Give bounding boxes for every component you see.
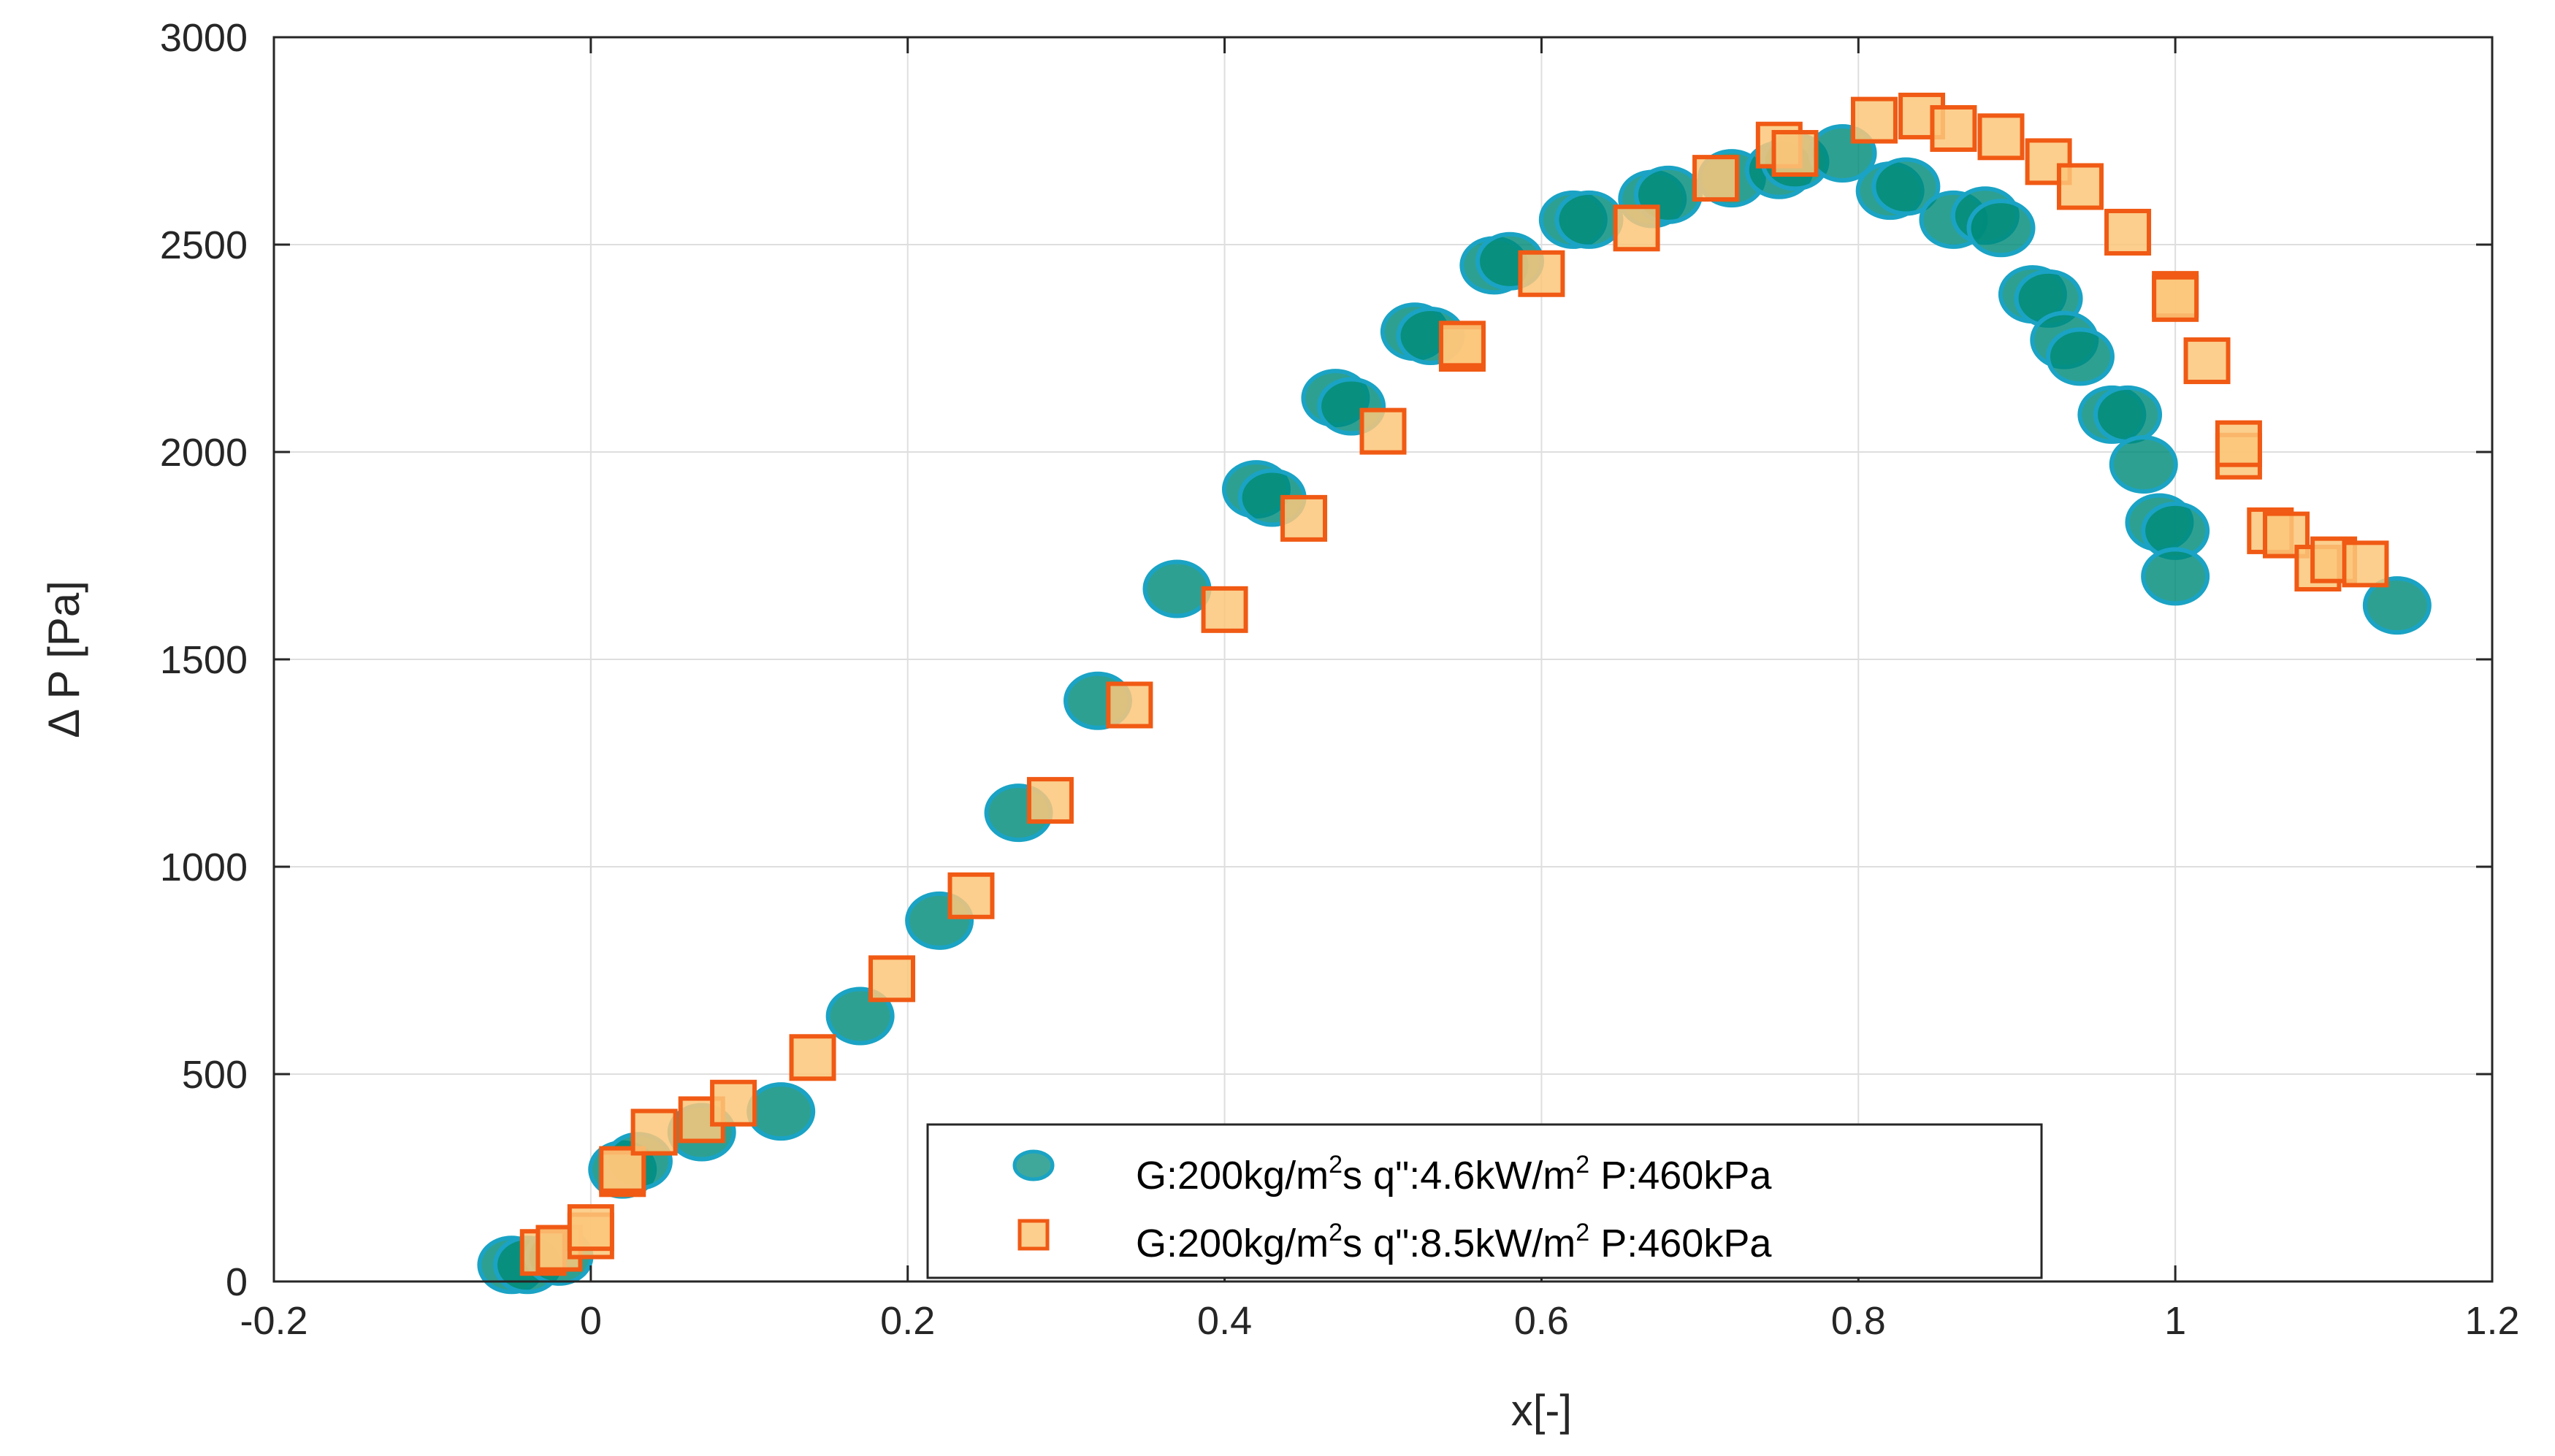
x-tick-label: 0 [580, 1299, 602, 1343]
series-1-point [1966, 199, 2036, 258]
series-2-point [1359, 407, 1407, 455]
y-tick-label: 2500 [160, 223, 248, 267]
legend-marker-circle [1012, 1149, 1055, 1181]
series-2-point [2152, 275, 2199, 322]
series-1-point [2045, 327, 2115, 386]
series-2-point [710, 1079, 757, 1127]
grid [273, 37, 2493, 1282]
plot-area-markers [477, 92, 2432, 1295]
legend: G:200kg/m2s q":4.6kW/m2 P:460kPa G:200kg… [926, 1123, 2043, 1279]
series-1-point [2093, 385, 2163, 444]
series-2-point [1930, 104, 1977, 152]
series-1-point [2109, 435, 2178, 494]
x-tick-label: 0.6 [1514, 1299, 1569, 1343]
series-2-point [1771, 130, 1819, 177]
y-tick-label: 2000 [160, 431, 248, 475]
series-2-point [1438, 321, 1486, 368]
series-1-point [1554, 190, 1624, 249]
x-axis-label: x[-] [1511, 1386, 1572, 1435]
series-2-point [2056, 163, 2104, 210]
series-2-point [2104, 208, 2152, 256]
x-tick-label: 1.2 [2464, 1299, 2519, 1343]
series-2-point [1692, 155, 1740, 202]
series-1-point [2141, 547, 2210, 606]
legend-entry-series-1: G:200kg/m2s q":4.6kW/m2 P:460kPa [1012, 1149, 1772, 1198]
series-2-point [868, 955, 916, 1003]
series-1-point [825, 986, 895, 1046]
y-tick-label: 1500 [160, 638, 248, 682]
x-tick-label: 0.4 [1197, 1299, 1252, 1343]
series-2-point [1201, 586, 1248, 633]
legend-entry-series-2: G:200kg/m2s q":8.5kW/m2 P:460kPa [1017, 1219, 1772, 1265]
x-tick-label: 0.8 [1831, 1299, 1886, 1343]
series-2-point [1106, 681, 1153, 729]
y-tick-label: 500 [182, 1053, 248, 1097]
y-tick-label: 1000 [160, 846, 248, 889]
series-2-point [1850, 96, 1898, 144]
y-tick-label: 0 [226, 1260, 248, 1304]
series-2-point [1613, 204, 1660, 252]
legend-label-series-2: G:200kg/m2s q":8.5kW/m2 P:460kPa [1136, 1219, 1772, 1265]
axis-ticks: -0.2 0 0.2 0.4 0.6 0.8 1 1.20500100015002000250… [160, 16, 2520, 1343]
series-1-point [2362, 576, 2432, 635]
x-tick-label: 0.2 [880, 1299, 935, 1343]
series-1-point [746, 1082, 816, 1141]
series-2-point [1026, 777, 1074, 824]
series-2-point [2183, 337, 2231, 385]
series-2-point [947, 872, 995, 919]
series-2-point [2215, 420, 2262, 467]
series-2-point [789, 1034, 836, 1081]
legend-label-series-1: G:200kg/m2s q":4.6kW/m2 P:460kPa [1136, 1151, 1772, 1198]
legend-box [926, 1123, 2043, 1279]
series-1-point [1142, 559, 1212, 618]
series-2-point [567, 1204, 614, 1252]
x-tick-label: -0.2 [240, 1299, 308, 1343]
series-2-point [2025, 138, 2072, 185]
series-1-point [1871, 157, 1941, 216]
y-tick-label: 3000 [160, 16, 248, 60]
y-axis-label: Δ P [Pa] [39, 581, 88, 738]
series-2-point [1280, 494, 1328, 542]
series-2-point [2342, 540, 2389, 588]
series-2-point [1977, 113, 2025, 161]
series-2-point [630, 1108, 678, 1156]
legend-marker-square [1017, 1219, 1050, 1251]
series-2-point [1518, 250, 1565, 297]
x-tick-label: 1 [2164, 1299, 2186, 1343]
